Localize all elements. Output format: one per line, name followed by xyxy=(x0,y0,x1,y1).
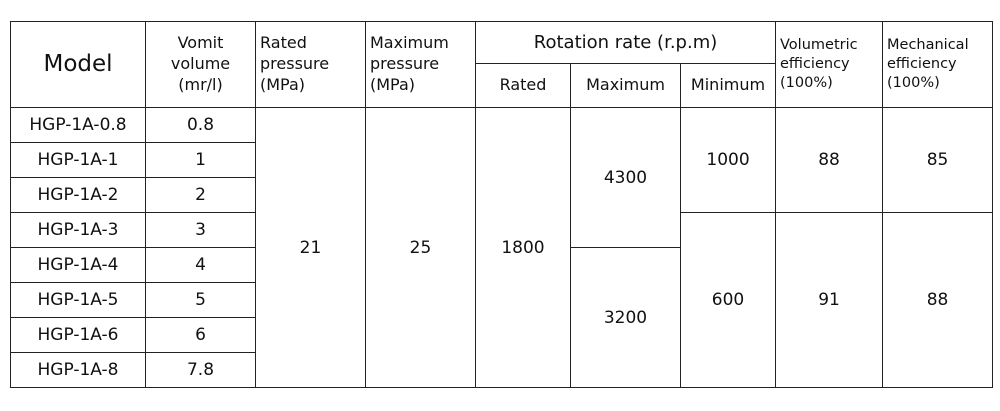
cell: 1000 xyxy=(679,107,777,213)
cell: 25 xyxy=(365,107,476,388)
cell: 4300 xyxy=(570,107,681,248)
model-cell: HGP-1A-6 xyxy=(10,317,146,353)
cell: 91 xyxy=(775,212,884,388)
cell: 88 xyxy=(882,212,994,388)
cell: 3200 xyxy=(570,247,681,388)
header-cell: Rated xyxy=(475,63,571,108)
volume-cell: 4 xyxy=(145,247,256,283)
cell: 85 xyxy=(882,107,994,213)
header-cell: Vomit volume (mr/l) xyxy=(145,21,256,108)
model-cell: HGP-1A-8 xyxy=(10,352,146,388)
volume-cell: 3 xyxy=(145,212,256,248)
volume-cell: 6 xyxy=(145,317,256,353)
model-cell: HGP-1A-0.8 xyxy=(10,107,146,143)
model-cell: HGP-1A-3 xyxy=(10,212,146,248)
header-cell: Mechanical efficiency (100%) xyxy=(882,21,994,108)
header-cell: Minimum xyxy=(679,63,777,108)
model-cell: HGP-1A-5 xyxy=(10,282,146,318)
cell: 21 xyxy=(255,107,366,388)
model-cell: HGP-1A-1 xyxy=(10,142,146,178)
cell: 600 xyxy=(679,212,777,388)
header-cell: Maximum xyxy=(570,63,681,108)
volume-cell: 1 xyxy=(145,142,256,178)
volume-cell: 2 xyxy=(145,177,256,213)
volume-cell: 0.8 xyxy=(145,107,256,143)
volume-cell: 5 xyxy=(145,282,256,318)
header-cell: Maximum pressure (MPa) xyxy=(365,21,476,108)
volume-cell: 7.8 xyxy=(145,352,256,388)
model-cell: HGP-1A-2 xyxy=(10,177,146,213)
model-cell: HGP-1A-4 xyxy=(10,247,146,283)
header-cell: Volumetric efficiency (100%) xyxy=(775,21,884,108)
header-cell: Rated pressure (MPa) xyxy=(255,21,366,108)
cell: 1800 xyxy=(475,107,571,388)
header-cell: Model xyxy=(10,21,146,108)
header-cell: Rotation rate (r.p.m) xyxy=(474,21,777,64)
spec-table: Model Vomit volume (mr/l) Rated pressure… xyxy=(10,21,994,388)
cell: 88 xyxy=(775,107,884,213)
